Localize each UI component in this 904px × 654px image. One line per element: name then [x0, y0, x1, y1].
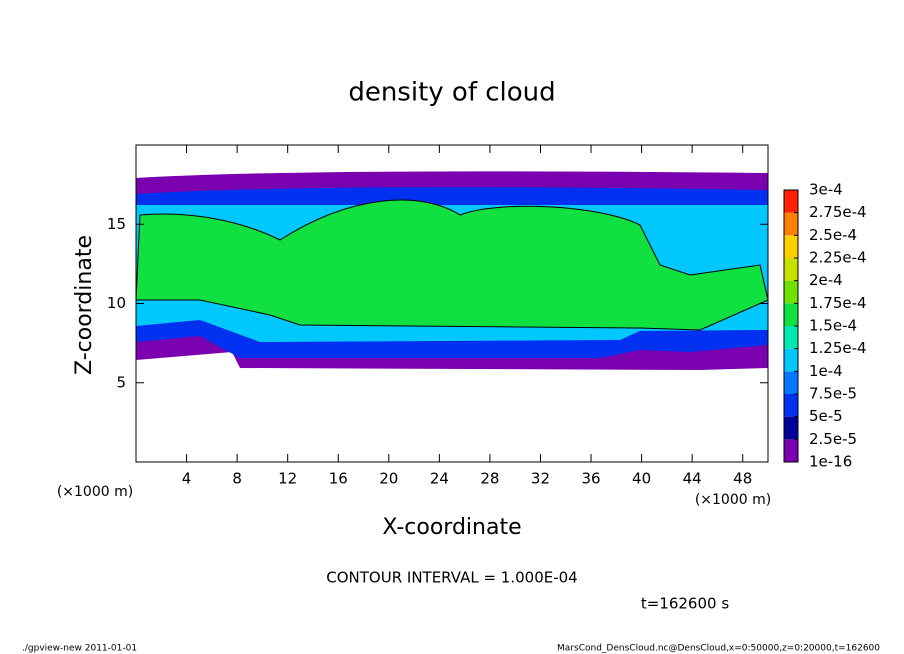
colorbar-segment — [784, 416, 798, 440]
colorbar-segment — [784, 371, 798, 394]
colorbar-segment — [784, 394, 798, 417]
x-tick-label: 20 — [379, 470, 398, 488]
footer-left: ./gpview-new 2011-01-01 — [22, 644, 137, 654]
colorbar-label: 5e-5 — [809, 407, 843, 425]
x-tick-label: 12 — [278, 470, 297, 488]
colorbar-segment — [784, 326, 798, 349]
x-tick-label: 36 — [581, 470, 600, 488]
y-tick-label: 10 — [107, 294, 126, 312]
x-tick-label: 8 — [232, 470, 242, 488]
chart-title: density of cloud — [348, 78, 555, 108]
colorbar-segment — [784, 348, 798, 372]
colorbar-label: 1.5e-4 — [809, 317, 857, 335]
x-tick-label: 28 — [480, 470, 499, 488]
x-unit: (×1000 m) — [695, 492, 771, 508]
x-tick-label: 24 — [430, 470, 449, 488]
colorbar-label: 7.5e-5 — [809, 385, 857, 403]
x-tick-label: 44 — [683, 470, 702, 488]
y-axis-label: Z-coordinate — [72, 235, 97, 375]
colorbar-segment — [784, 303, 798, 326]
time-label: t=162600 s — [641, 595, 729, 613]
cloud-field — [135, 171, 769, 370]
colorbar-label: 2.5e-4 — [809, 226, 857, 244]
y-tick-label: 15 — [107, 215, 126, 233]
x-tick-label: 4 — [182, 470, 192, 488]
x-tick-label: 48 — [733, 470, 752, 488]
colorbar-segment — [784, 258, 798, 281]
colorbar-label: 2.75e-4 — [809, 203, 867, 221]
colorbar-label: 1e-16 — [809, 453, 852, 471]
colorbar-label: 2.5e-5 — [809, 430, 857, 448]
y-tick-label: 5 — [116, 373, 126, 391]
colorbar-label: 1e-4 — [809, 362, 843, 380]
x-tick-label: 40 — [632, 470, 651, 488]
colorbar-segment — [784, 280, 798, 304]
colorbar-label: 2.25e-4 — [809, 249, 867, 267]
contour-note: CONTOUR INTERVAL = 1.000E-04 — [326, 569, 577, 587]
colorbar-label: 1.25e-4 — [809, 339, 867, 357]
x-tick-label: 16 — [329, 470, 348, 488]
footer-right: MarsCond_DensCloud.nc@DensCloud,x=0:5000… — [557, 644, 880, 654]
field-region — [135, 199, 769, 331]
colorbar-segment — [784, 235, 798, 258]
colorbar-label: 2e-4 — [809, 271, 843, 289]
colorbar-label: 3e-4 — [809, 181, 843, 199]
x-tick-label: 32 — [531, 470, 550, 488]
x-axis-label: X-coordinate — [382, 515, 521, 540]
colorbar-label: 1.75e-4 — [809, 294, 867, 312]
colorbar-segment — [784, 212, 798, 236]
x-unit: (×1000 m) — [57, 484, 133, 500]
colorbar-segment — [784, 439, 798, 462]
colorbar-segment — [784, 190, 798, 213]
